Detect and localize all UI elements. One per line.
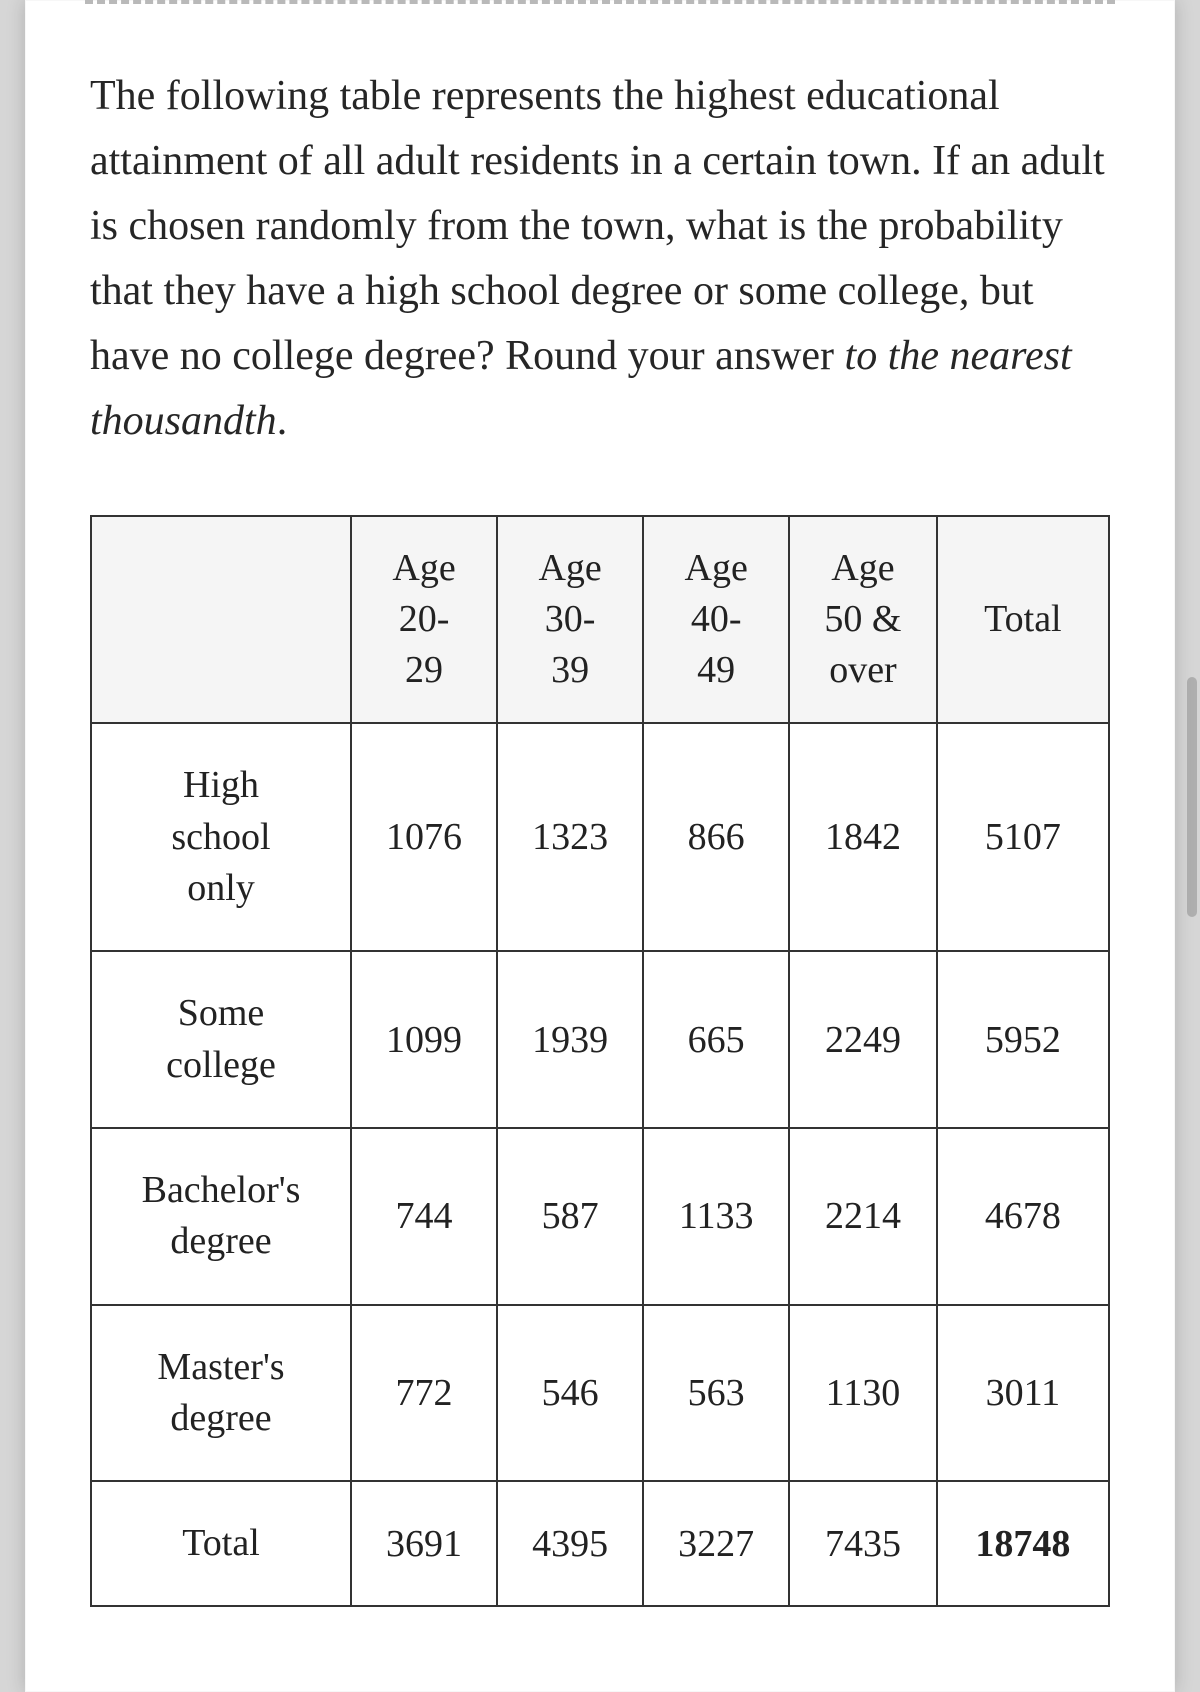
- row-label-some-college: Some college: [91, 951, 351, 1128]
- header-cell-total: Total: [937, 516, 1109, 724]
- row-label-masters: Master's degree: [91, 1305, 351, 1482]
- row-label-line: Master's: [157, 1346, 284, 1388]
- cell: 866: [643, 723, 789, 951]
- row-label-bachelors: Bachelor's degree: [91, 1128, 351, 1305]
- cell: 7435: [789, 1481, 937, 1606]
- cell: 4678: [937, 1128, 1109, 1305]
- hdr-line: 49: [697, 649, 735, 691]
- row-label-line: degree: [170, 1220, 271, 1262]
- row-label-line: college: [166, 1044, 276, 1086]
- cell: 3227: [643, 1481, 789, 1606]
- question-prompt: The following table represents the highe…: [90, 64, 1110, 455]
- page-background: The following table represents the highe…: [0, 0, 1200, 1692]
- header-cell-age-20-29: Age 20- 29: [351, 516, 497, 724]
- prompt-trailing: .: [277, 398, 288, 444]
- row-label-line: school: [171, 816, 270, 858]
- table-row: Some college 1099 1939 665 2249 5952: [91, 951, 1109, 1128]
- hdr-line: Age: [685, 547, 748, 589]
- cell: 1323: [497, 723, 643, 951]
- row-label-line: Bachelor's: [142, 1169, 301, 1211]
- hdr-line: Age: [538, 547, 601, 589]
- section-divider: [85, 0, 1115, 14]
- hdr-line: Age: [392, 547, 455, 589]
- cell: 1099: [351, 951, 497, 1128]
- cell: 3691: [351, 1481, 497, 1606]
- cell: 587: [497, 1128, 643, 1305]
- page-card: The following table represents the highe…: [25, 0, 1175, 1692]
- cell: 665: [643, 951, 789, 1128]
- header-cell-blank: [91, 516, 351, 724]
- header-cell-age-50-over: Age 50 & over: [789, 516, 937, 724]
- cell: 1842: [789, 723, 937, 951]
- row-label-line: High: [183, 764, 259, 806]
- header-cell-age-30-39: Age 30- 39: [497, 516, 643, 724]
- cell: 2214: [789, 1128, 937, 1305]
- cell: 2249: [789, 951, 937, 1128]
- hdr-line: 29: [405, 649, 443, 691]
- cell: 1130: [789, 1305, 937, 1482]
- row-label-line: degree: [170, 1397, 271, 1439]
- cell: 772: [351, 1305, 497, 1482]
- cell: 1939: [497, 951, 643, 1128]
- header-cell-age-40-49: Age 40- 49: [643, 516, 789, 724]
- cell: 5107: [937, 723, 1109, 951]
- cell: 744: [351, 1128, 497, 1305]
- table-header: Age 20- 29 Age 30- 39 Age 40- 49: [91, 516, 1109, 724]
- table-body: High school only 1076 1323 866 1842 5107…: [91, 723, 1109, 1606]
- table-row-total: Total 3691 4395 3227 7435 18748: [91, 1481, 1109, 1606]
- hdr-line: 50 &: [824, 598, 901, 640]
- table-row: Bachelor's degree 744 587 1133 2214 4678: [91, 1128, 1109, 1305]
- row-label-high-school: High school only: [91, 723, 351, 951]
- row-label-line: Total: [182, 1522, 260, 1564]
- cell: 546: [497, 1305, 643, 1482]
- cell-grand-total: 18748: [937, 1481, 1109, 1606]
- hdr-line: Total: [984, 598, 1062, 640]
- hdr-line: Age: [831, 547, 894, 589]
- cell: 5952: [937, 951, 1109, 1128]
- table-header-row: Age 20- 29 Age 30- 39 Age 40- 49: [91, 516, 1109, 724]
- hdr-line: 20-: [399, 598, 450, 640]
- cell: 1076: [351, 723, 497, 951]
- hdr-line: 40-: [691, 598, 742, 640]
- cell: 1133: [643, 1128, 789, 1305]
- cell: 4395: [497, 1481, 643, 1606]
- row-label-total: Total: [91, 1481, 351, 1606]
- scrollbar-thumb[interactable]: [1187, 677, 1197, 917]
- row-label-line: Some: [178, 992, 265, 1034]
- row-label-line: only: [187, 867, 255, 909]
- hdr-line: 30-: [545, 598, 596, 640]
- cell: 563: [643, 1305, 789, 1482]
- table-row: High school only 1076 1323 866 1842 5107: [91, 723, 1109, 951]
- hdr-line: 39: [551, 649, 589, 691]
- hdr-line: over: [829, 649, 897, 691]
- education-age-table: Age 20- 29 Age 30- 39 Age 40- 49: [90, 515, 1110, 1608]
- table-row: Master's degree 772 546 563 1130 3011: [91, 1305, 1109, 1482]
- cell: 3011: [937, 1305, 1109, 1482]
